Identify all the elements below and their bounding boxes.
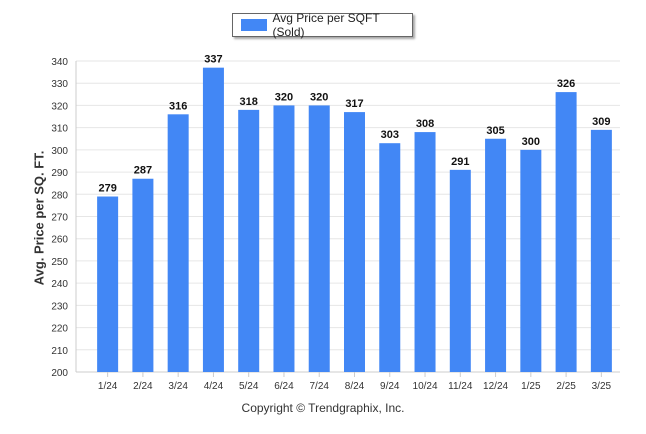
data-label: 317 [345, 98, 363, 110]
bar [449, 169, 471, 372]
y-tick-label: 220 [51, 324, 68, 335]
x-tick-label: 3/24 [168, 381, 188, 392]
bar [344, 112, 365, 372]
x-tick-label: 4/24 [204, 381, 224, 392]
copyright: Copyright © Trendgraphix, Inc. [241, 401, 405, 415]
data-label: 308 [416, 118, 434, 130]
bar [202, 67, 224, 373]
data-label: 305 [486, 125, 504, 137]
data-label: 318 [240, 96, 258, 108]
bar [590, 129, 612, 372]
bar [485, 138, 507, 372]
data-label: 320 [275, 91, 293, 103]
data-label: 300 [522, 136, 540, 148]
y-tick-label: 240 [51, 279, 68, 290]
y-tick-label: 280 [51, 190, 68, 201]
bar [308, 105, 330, 372]
x-tick-label: 8/24 [345, 381, 365, 392]
bar [132, 178, 154, 372]
y-tick-label: 250 [51, 257, 68, 268]
y-tick-label: 340 [51, 57, 68, 68]
x-tick-label: 2/24 [133, 381, 153, 392]
bar [167, 114, 189, 373]
x-tick-label: 2/25 [556, 381, 576, 392]
data-label: 279 [98, 183, 116, 195]
data-label: 320 [310, 91, 328, 103]
y-tick-label: 290 [51, 168, 68, 179]
data-label: 291 [451, 156, 469, 168]
bar [238, 109, 260, 372]
y-tick-label: 270 [51, 213, 68, 224]
x-tick-label: 6/24 [274, 381, 294, 392]
y-tick-label: 310 [51, 124, 68, 135]
x-tick-label: 10/24 [413, 381, 438, 392]
x-tick-label: 11/24 [448, 381, 473, 392]
x-tick-label: 1/24 [98, 381, 118, 392]
y-tick-label: 230 [51, 301, 68, 312]
y-tick-label: 300 [51, 146, 68, 157]
legend-swatch [241, 19, 267, 31]
data-label: 316 [169, 100, 187, 112]
data-label: 326 [557, 78, 575, 90]
bar [97, 196, 119, 372]
y-tick-label: 320 [51, 101, 68, 112]
bar [520, 149, 542, 372]
legend: Avg Price per SQFT (Sold) [232, 11, 413, 39]
x-tick-label: 5/24 [239, 381, 259, 392]
y-tick-label: 200 [51, 368, 68, 379]
x-tick-label: 9/24 [380, 381, 400, 392]
data-label: 303 [381, 129, 399, 141]
bar [555, 92, 577, 372]
data-label: 309 [592, 116, 610, 128]
y-tick-label: 330 [51, 79, 68, 90]
y-tick-label: 210 [51, 346, 68, 357]
y-tick-label: 260 [51, 235, 68, 246]
data-label: 337 [204, 54, 222, 66]
data-label: 287 [134, 165, 152, 177]
bar [273, 105, 295, 372]
x-tick-label: 3/25 [592, 381, 612, 392]
bar [414, 132, 436, 372]
bar [379, 143, 401, 372]
x-tick-label: 7/24 [309, 381, 329, 392]
x-tick-label: 12/24 [483, 381, 508, 392]
x-tick-label: 1/25 [521, 381, 541, 392]
legend-label: Avg Price per SQFT (Sold) [272, 11, 380, 39]
